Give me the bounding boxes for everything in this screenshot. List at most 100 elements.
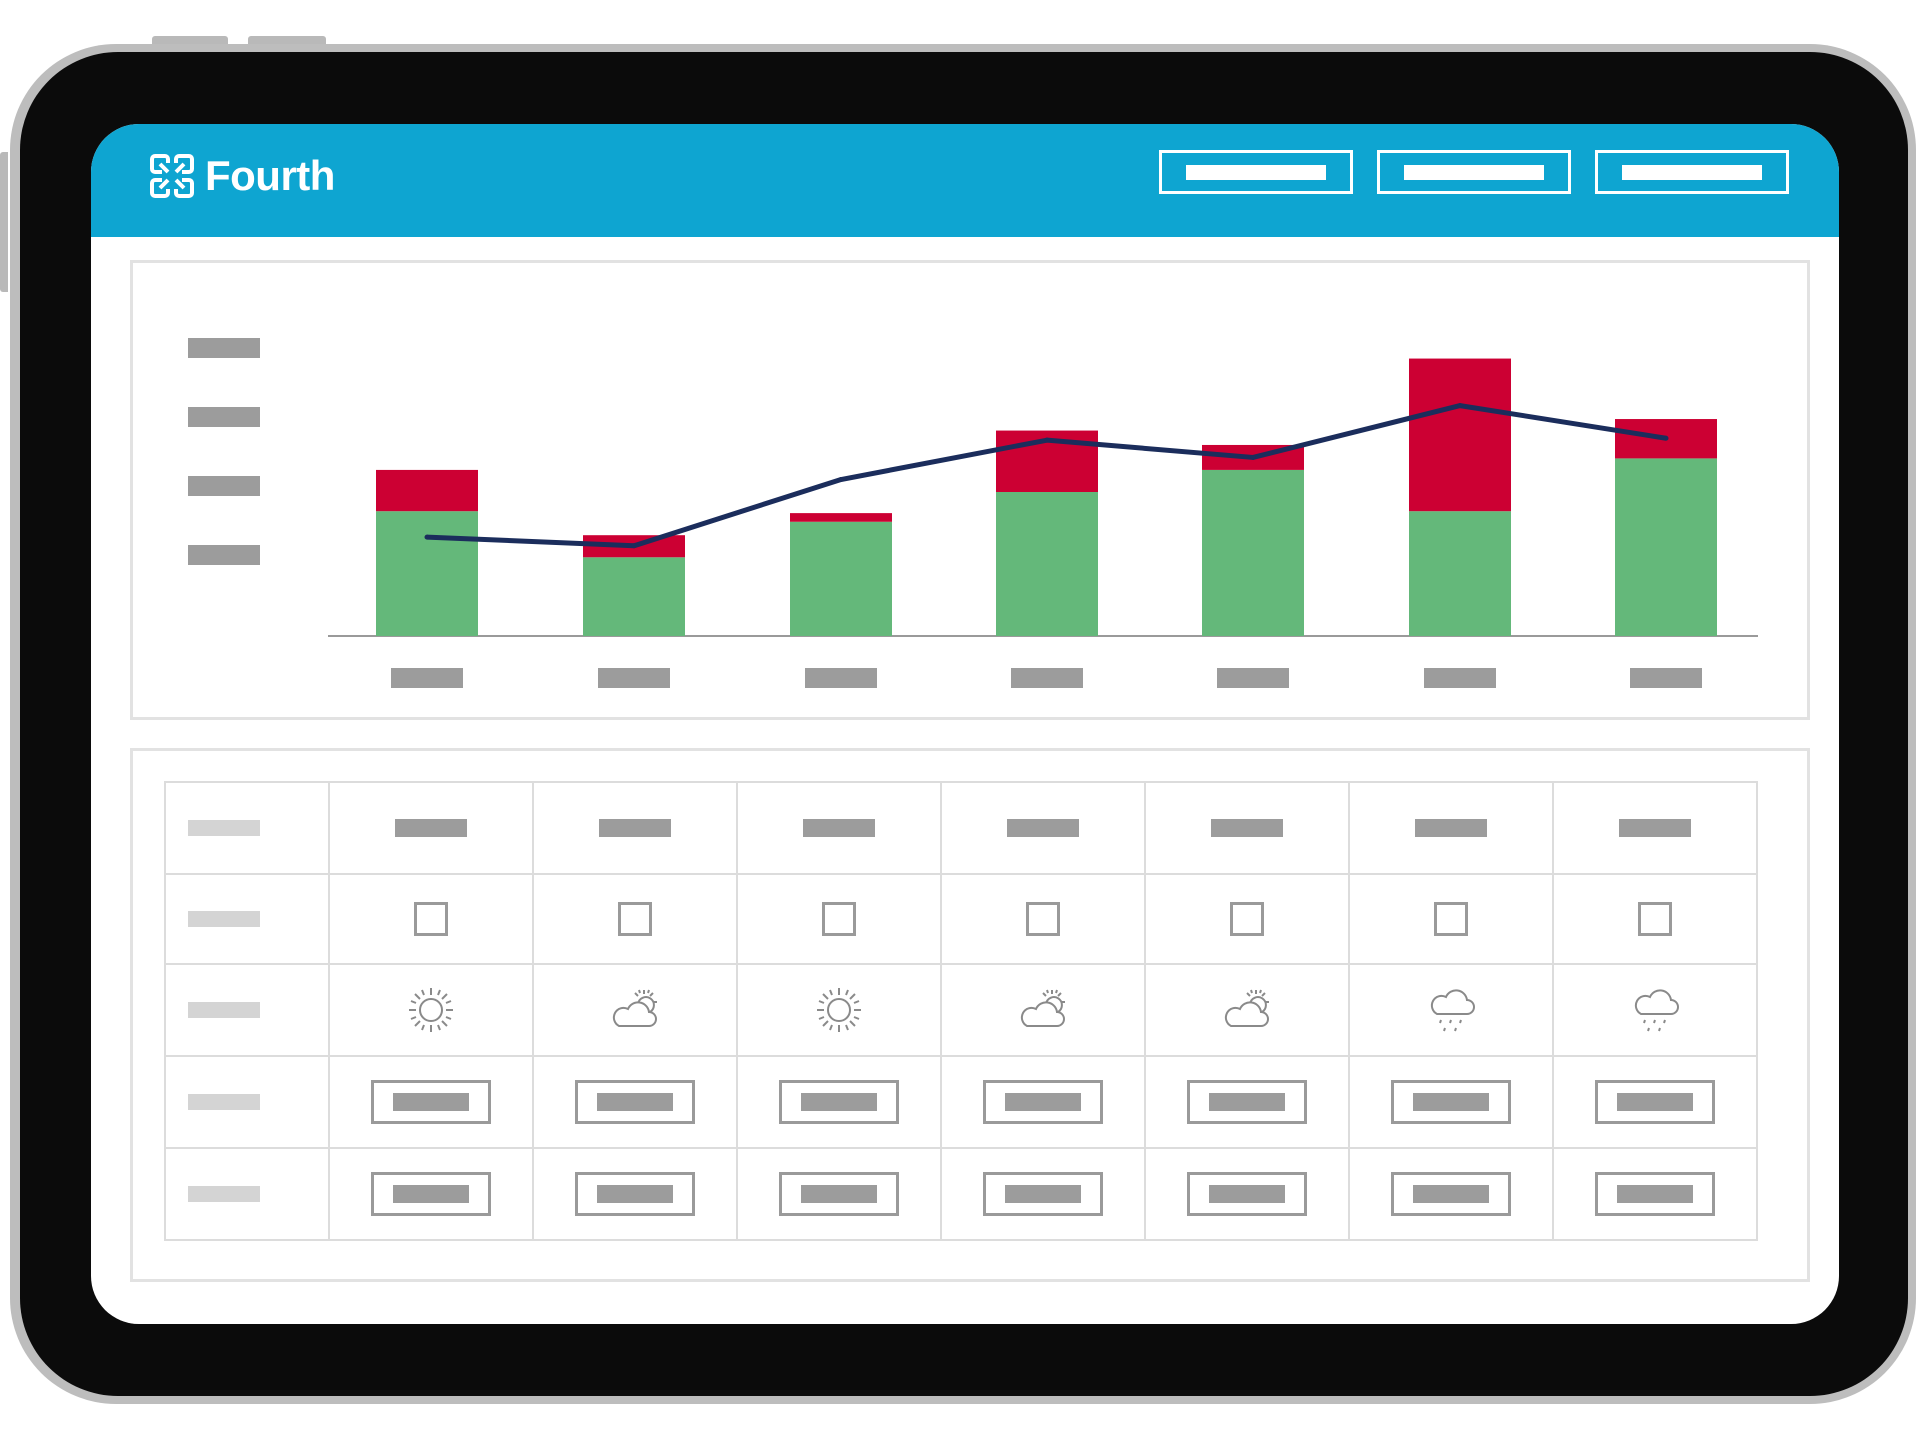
checkbox-cell	[532, 873, 738, 965]
column-header-cell	[940, 781, 1146, 875]
column-header	[395, 819, 467, 837]
y-tick-label	[188, 545, 260, 565]
input-placeholder-value	[801, 1093, 877, 1111]
day-checkbox[interactable]	[414, 902, 448, 936]
value-input[interactable]	[371, 1172, 491, 1216]
column-header-cell	[532, 781, 738, 875]
input-placeholder-value	[597, 1093, 673, 1111]
value-input[interactable]	[371, 1080, 491, 1124]
input-placeholder-value	[1005, 1093, 1081, 1111]
input-placeholder-value	[1209, 1185, 1285, 1203]
bar-top-segment	[376, 469, 478, 512]
brand-logo[interactable]: Fourth	[149, 152, 335, 200]
value-input[interactable]	[1391, 1172, 1511, 1216]
input-cell	[328, 1147, 534, 1241]
column-header	[1415, 819, 1487, 837]
day-checkbox[interactable]	[1026, 902, 1060, 936]
brand-name: Fourth	[205, 152, 335, 199]
value-input[interactable]	[575, 1080, 695, 1124]
trend-point	[1250, 454, 1256, 460]
device-top-button	[248, 36, 326, 44]
bar-base-segment	[996, 492, 1098, 636]
input-cell	[940, 1055, 1146, 1149]
bar-base-segment	[1615, 458, 1717, 636]
row-label	[188, 1002, 260, 1018]
checkbox-cell	[1144, 873, 1350, 965]
checkbox-cell	[736, 873, 942, 965]
x-tick-label	[1630, 668, 1702, 688]
partly-cloudy-icon	[605, 980, 665, 1040]
x-tick-label	[1424, 668, 1496, 688]
row-label-cell	[164, 1147, 330, 1241]
input-placeholder-value	[801, 1185, 877, 1203]
bar-base-segment	[583, 557, 685, 636]
input-cell	[1552, 1147, 1758, 1241]
value-input[interactable]	[983, 1172, 1103, 1216]
bar-base-segment	[1202, 469, 1304, 636]
sales-chart	[188, 338, 1758, 688]
y-tick-label	[188, 476, 260, 496]
device-side-button	[0, 152, 8, 292]
column-header-cell	[736, 781, 942, 875]
row-label-cell	[164, 781, 330, 875]
input-cell	[1348, 1147, 1554, 1241]
day-checkbox[interactable]	[1434, 902, 1468, 936]
checkbox-cell	[328, 873, 534, 965]
partly-cloudy-icon	[1217, 980, 1277, 1040]
input-cell	[736, 1055, 942, 1149]
input-placeholder-value	[597, 1185, 673, 1203]
trend-point	[1044, 437, 1050, 443]
value-input[interactable]	[1595, 1172, 1715, 1216]
header-button-1[interactable]	[1159, 150, 1353, 194]
button-placeholder-text	[1404, 165, 1544, 180]
weather-cell	[1552, 963, 1758, 1057]
trend-point	[1663, 435, 1669, 441]
bar-base-segment	[790, 521, 892, 636]
value-input[interactable]	[575, 1172, 695, 1216]
sun-icon	[401, 980, 461, 1040]
header-button-3[interactable]	[1595, 150, 1789, 194]
row-label	[188, 1094, 260, 1110]
column-header-cell	[1552, 781, 1758, 875]
checkbox-cell	[1552, 873, 1758, 965]
value-input[interactable]	[1595, 1080, 1715, 1124]
value-input[interactable]	[983, 1080, 1103, 1124]
input-cell	[328, 1055, 534, 1149]
input-placeholder-value	[1413, 1093, 1489, 1111]
bar-base-segment	[376, 511, 478, 636]
row-label-cell	[164, 1055, 330, 1149]
input-cell	[1348, 1055, 1554, 1149]
table-row	[164, 1055, 1758, 1149]
checkbox-cell	[1348, 873, 1554, 965]
value-input[interactable]	[1391, 1080, 1511, 1124]
day-checkbox[interactable]	[822, 902, 856, 936]
forecast-table	[164, 781, 1758, 1241]
day-checkbox[interactable]	[1230, 902, 1264, 936]
top-bar: Fourth	[91, 124, 1839, 237]
table-row	[164, 873, 1758, 965]
row-label-cell	[164, 963, 330, 1057]
row-label-cell	[164, 873, 330, 965]
chart-panel	[130, 260, 1810, 720]
forecast-table-panel	[130, 748, 1810, 1282]
partly-cloudy-icon	[1013, 980, 1073, 1040]
header-button-2[interactable]	[1377, 150, 1571, 194]
column-header-cell	[328, 781, 534, 875]
input-placeholder-value	[1413, 1185, 1489, 1203]
value-input[interactable]	[779, 1172, 899, 1216]
trend-point	[631, 543, 637, 549]
input-cell	[532, 1055, 738, 1149]
column-header-cell	[1144, 781, 1350, 875]
value-input[interactable]	[1187, 1080, 1307, 1124]
x-tick-label	[805, 668, 877, 688]
input-placeholder-value	[1617, 1185, 1693, 1203]
day-checkbox[interactable]	[1638, 902, 1672, 936]
day-checkbox[interactable]	[618, 902, 652, 936]
value-input[interactable]	[1187, 1172, 1307, 1216]
y-tick-label	[188, 338, 260, 358]
weather-cell	[328, 963, 534, 1057]
rain-icon	[1421, 980, 1481, 1040]
input-cell	[940, 1147, 1146, 1241]
app-screen: Fourth	[91, 124, 1839, 1324]
value-input[interactable]	[779, 1080, 899, 1124]
